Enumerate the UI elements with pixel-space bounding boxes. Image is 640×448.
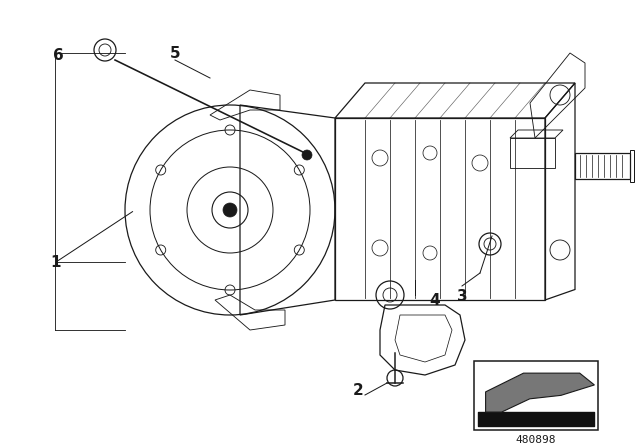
Text: 4: 4 — [429, 293, 440, 307]
Circle shape — [302, 150, 312, 160]
Text: 3: 3 — [457, 289, 467, 303]
Text: 2: 2 — [353, 383, 364, 397]
Bar — [630, 150, 634, 181]
Bar — [575, 153, 630, 179]
Text: 5: 5 — [170, 46, 180, 60]
Circle shape — [223, 203, 237, 217]
Text: 480898: 480898 — [516, 435, 556, 445]
Bar — [474, 361, 598, 430]
Text: 6: 6 — [52, 47, 63, 63]
Bar — [510, 138, 555, 168]
Text: 1: 1 — [51, 254, 61, 270]
Polygon shape — [486, 373, 595, 412]
